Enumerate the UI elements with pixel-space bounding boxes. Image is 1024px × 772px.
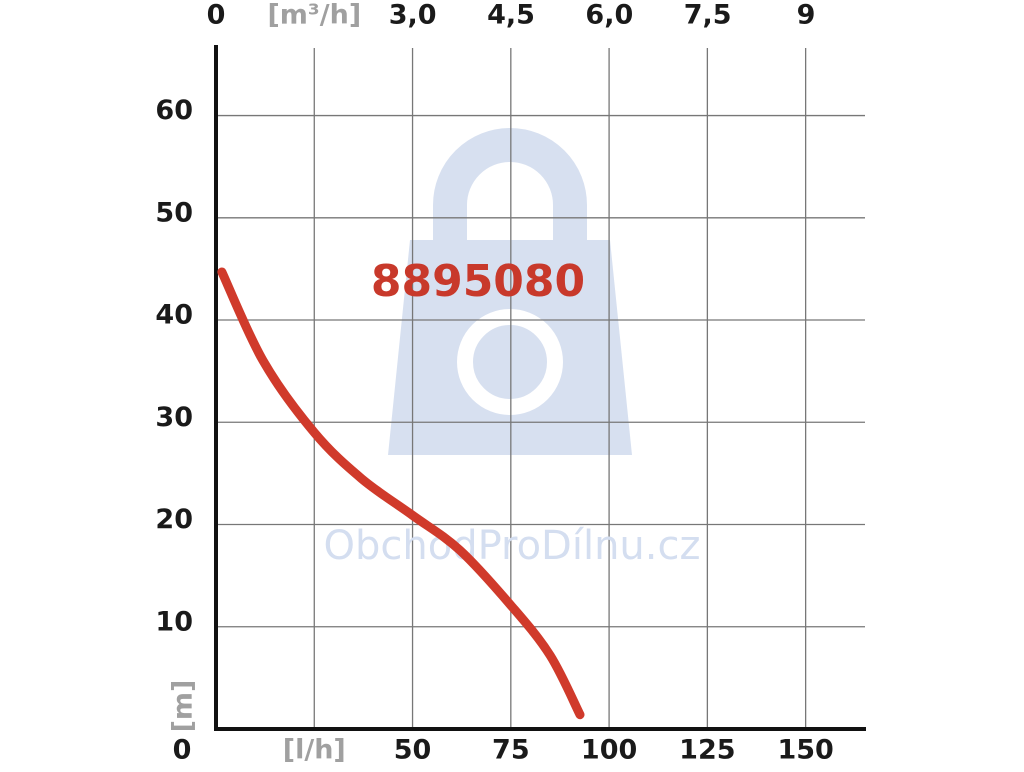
x-tick-label: 125: [679, 735, 735, 766]
y-tick-label: 10: [155, 606, 193, 637]
grid: [216, 48, 865, 729]
x-tick-label: 0: [173, 735, 192, 766]
x2-tick-label: 6,0: [585, 0, 633, 31]
logo-watermark: [388, 128, 632, 455]
x-tick-label: [l/h]: [283, 735, 346, 766]
logo-wrench: [457, 309, 563, 415]
watermark-text: ObchodProDílnu.cz: [324, 523, 701, 569]
series-label: 8895080: [371, 256, 585, 307]
x-tick-label: 50: [394, 735, 432, 766]
logo-bag: [388, 240, 632, 455]
x-tick-label: 150: [777, 735, 833, 766]
x2-tick-label: [m³/h]: [267, 0, 361, 31]
y-axis-label: [m]: [168, 680, 199, 733]
x-tick-label: 75: [492, 735, 530, 766]
y-tick-label: 60: [155, 95, 193, 126]
y-tick-label: 50: [155, 197, 193, 228]
x2-tick-label: 4,5: [487, 0, 535, 31]
y-tick-label: 30: [155, 402, 193, 433]
x2-tick-label: 7,5: [684, 0, 732, 31]
x-tick-label: 100: [581, 735, 637, 766]
x2-tick-label: 0: [207, 0, 226, 31]
y-tick-label: 20: [155, 504, 193, 535]
pump-curve: [217, 267, 585, 720]
y-tick-label: 40: [155, 300, 193, 331]
x2-tick-label: 9: [797, 0, 816, 31]
logo-handle: [433, 128, 587, 240]
x2-tick-label: 3,0: [389, 0, 437, 31]
